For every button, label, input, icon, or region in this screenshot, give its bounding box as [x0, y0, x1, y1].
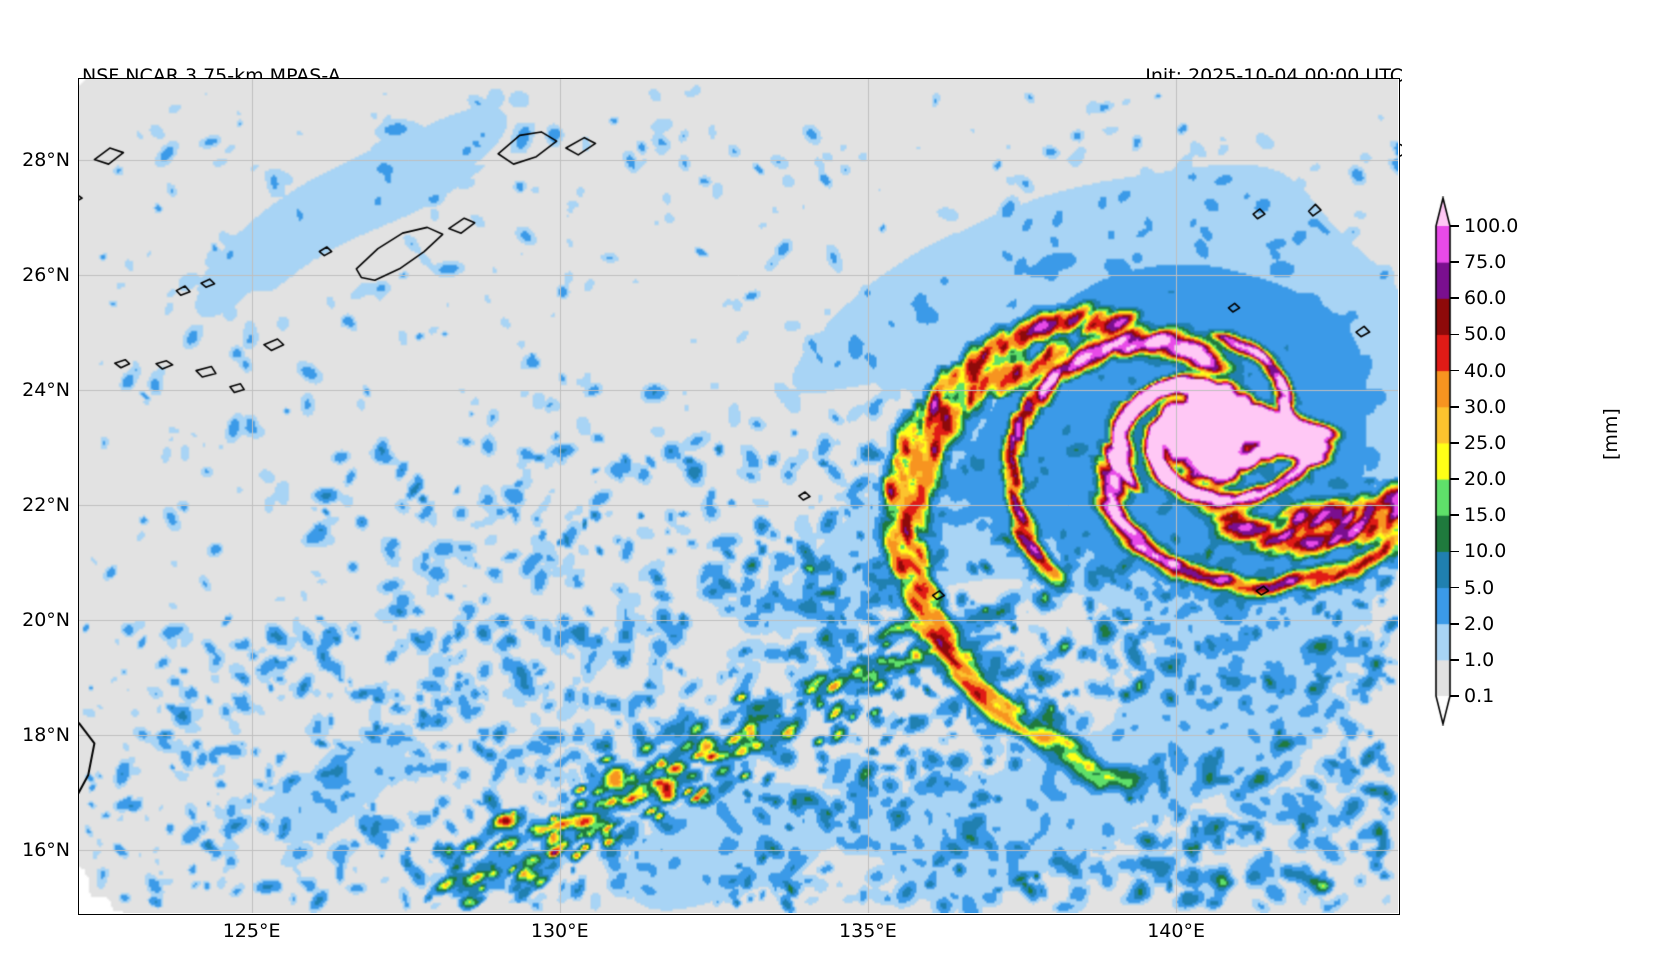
colorbar-label-1.0: 1.0 [1464, 648, 1495, 671]
colorbar-tick-mark [1450, 514, 1459, 517]
precipitation-map [78, 78, 1400, 915]
colorbar-tick-mark [1450, 369, 1459, 372]
colorbar-label-25.0: 25.0 [1464, 431, 1507, 454]
colorbar-tick-mark [1450, 297, 1459, 300]
colorbar-label-5.0: 5.0 [1464, 576, 1495, 599]
colorbar-label-30.0: 30.0 [1464, 395, 1507, 418]
colorbar-tick-mark [1450, 622, 1459, 625]
colorbar-label-20.0: 20.0 [1464, 468, 1507, 491]
lat-tick-22°N: 22°N [22, 493, 70, 516]
lon-tick-140°E: 140°E [1147, 920, 1205, 942]
colorbar-label-2.0: 2.0 [1464, 612, 1495, 635]
colorbar-unit-label: [mm] [1600, 408, 1622, 460]
colorbar-label-0.1: 0.1 [1464, 685, 1495, 707]
colorbar-tick-mark [1450, 261, 1459, 263]
colorbar-label-100.0: 100.0 [1464, 215, 1519, 237]
lon-tick-125°E: 125°E [222, 920, 281, 942]
colorbar-tick-mark [1450, 695, 1459, 697]
precipitation-field-canvas [79, 79, 1398, 913]
colorbar-tick-mark [1450, 405, 1459, 408]
lat-tick-20°N: 20°N [22, 608, 70, 631]
colorbar-tick-mark [1450, 658, 1459, 661]
lat-tick-16°N: 16°N [22, 838, 70, 861]
colorbar-tick-mark [1450, 442, 1459, 444]
colorbar-tick-mark [1450, 586, 1459, 589]
colorbar-label-60.0: 60.0 [1464, 287, 1507, 310]
colorbar-label-40.0: 40.0 [1464, 359, 1507, 382]
lat-tick-26°N: 26°N [22, 263, 70, 286]
colorbar-tick-mark [1450, 550, 1459, 553]
colorbar: 100.0 75.0 60.0 50.0 40.0 30.0 25.0 20.0 15.0 10.… [1428, 196, 1518, 726]
colorbar-label-15.0: 15.0 [1464, 504, 1507, 527]
lat-tick-18°N: 18°N [22, 723, 70, 746]
colorbar-label-50.0: 50.0 [1464, 323, 1507, 346]
colorbar-tick-mark [1450, 225, 1459, 227]
colorbar-label-75.0: 75.0 [1464, 251, 1507, 274]
lon-tick-135°E: 135°E [839, 920, 897, 942]
colorbar-tick-mark [1450, 478, 1459, 480]
lat-tick-24°N: 24°N [22, 378, 70, 401]
lon-tick-130°E: 130°E [530, 920, 589, 942]
colorbar-label-10.0: 10.0 [1464, 540, 1507, 563]
lat-tick-28°N: 28°N [22, 148, 70, 171]
colorbar-tick-mark [1450, 333, 1459, 336]
colorbar-gradient [1428, 196, 1458, 726]
